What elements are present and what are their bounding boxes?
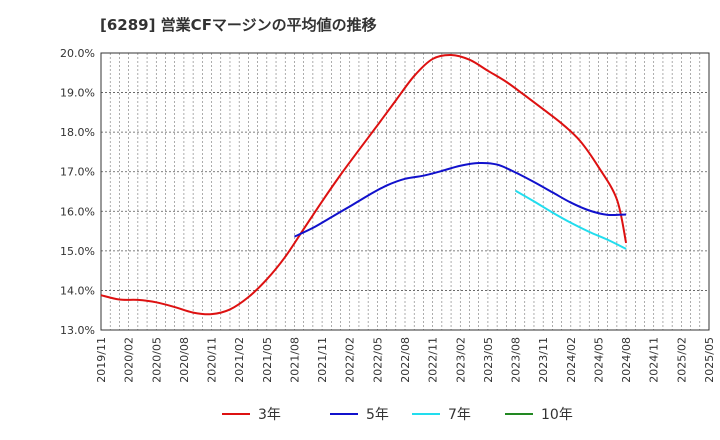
- x-tick-label: 2021/08: [288, 337, 301, 383]
- series-line-7年: [515, 189, 627, 250]
- y-tick-label: 16.0%: [60, 205, 95, 218]
- y-tick-label: 15.0%: [60, 245, 95, 258]
- y-tick-label: 19.0%: [60, 87, 95, 100]
- legend-label-5年: 5年: [366, 407, 389, 423]
- grid-lines: [100, 52, 710, 331]
- y-tick-label: 17.0%: [60, 166, 95, 179]
- x-tick-label: 2022/02: [344, 337, 357, 383]
- series-lines: [100, 53, 628, 316]
- y-tick-label: 13.0%: [60, 324, 95, 337]
- x-tick-label: 2023/02: [454, 337, 467, 383]
- x-tick-label: 2024/11: [648, 337, 661, 383]
- x-tick-label: 2020/11: [206, 337, 219, 383]
- x-tick-label: 2022/05: [371, 337, 384, 383]
- x-tick-label: 2024/02: [565, 337, 578, 383]
- x-tick-label: 2021/02: [233, 337, 246, 383]
- legend-label-3年: 3年: [258, 407, 281, 423]
- x-tick-label: 2024/08: [620, 337, 633, 383]
- y-axis-ticks: 13.0% 14.0% 15.0% 16.0% 17.0% 18.0% 19.0% 20.0%: [60, 47, 95, 337]
- x-tick-label: 2025/02: [675, 337, 688, 383]
- series-line-3年: [100, 53, 628, 316]
- chart-title: [6289] 営業CFマージンの平均値の推移: [100, 16, 377, 34]
- series-line-5年: [294, 161, 627, 238]
- x-tick-label: 2020/05: [150, 337, 163, 383]
- x-tick-label: 2023/08: [510, 337, 523, 383]
- y-tick-label: 14.0%: [60, 284, 95, 297]
- legend-label-7年: 7年: [448, 407, 471, 423]
- x-tick-label: 2023/11: [537, 337, 550, 383]
- plot-area-border: [100, 52, 710, 331]
- x-tick-label: 2022/11: [427, 337, 440, 383]
- x-tick-label: 2020/02: [123, 337, 136, 383]
- x-tick-label: 2025/05: [703, 337, 716, 383]
- y-tick-label: 18.0%: [60, 126, 95, 139]
- y-tick-label: 20.0%: [60, 47, 95, 60]
- x-tick-label: 2021/11: [316, 337, 329, 383]
- x-tick-label: 2021/05: [261, 337, 274, 383]
- x-tick-label: 2019/11: [95, 337, 108, 383]
- x-tick-label: 2022/08: [399, 337, 412, 383]
- x-axis-ticks: 2019/11 2020/02 2020/05 2020/08 2020/11 2021/…: [95, 337, 716, 383]
- legend-label-10年: 10年: [541, 407, 573, 423]
- x-tick-label: 2024/05: [592, 337, 605, 383]
- x-tick-label: 2023/05: [482, 337, 495, 383]
- x-tick-label: 2020/08: [178, 337, 191, 383]
- legend: 3年 5年 7年 10年: [222, 407, 573, 423]
